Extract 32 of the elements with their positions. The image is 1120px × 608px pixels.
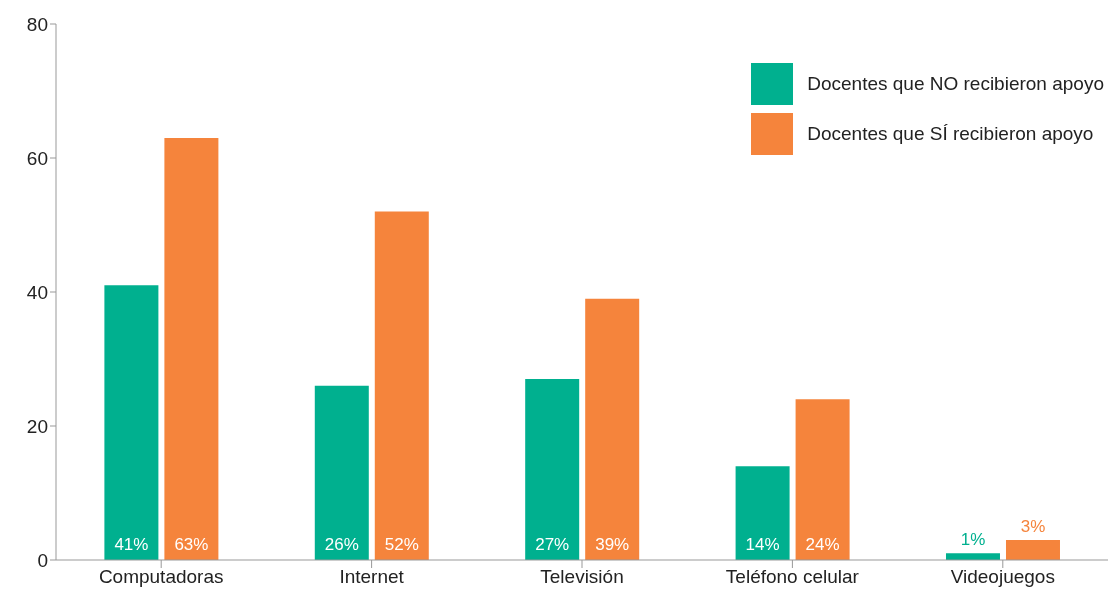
bar [735, 466, 790, 560]
data-label: 52% [384, 535, 419, 554]
bar [945, 553, 1000, 560]
x-tick-label: Teléfono celular [725, 566, 860, 588]
y-tick-label: 80 [26, 13, 48, 35]
legend-label: Docentes que NO recibieron apoyo [807, 73, 1104, 95]
x-tick-label: Videojuegos [950, 566, 1055, 588]
data-label: 1% [960, 530, 986, 550]
bar [585, 298, 640, 560]
legend-label: Docentes que SÍ recibieron apoyo [807, 123, 1094, 145]
bar [374, 211, 429, 560]
bar [1005, 539, 1060, 560]
bar [164, 137, 219, 560]
data-label: 41% [114, 535, 149, 554]
data-label: 39% [595, 535, 630, 554]
bar [795, 399, 850, 560]
y-tick-label: 20 [26, 415, 48, 437]
bar [314, 385, 369, 560]
bar [104, 285, 159, 560]
data-label: 14% [745, 535, 780, 554]
y-tick-label: 0 [37, 549, 48, 571]
data-label: 3% [1020, 516, 1046, 536]
data-label: 24% [805, 535, 840, 554]
data-label: 63% [174, 535, 209, 554]
x-tick-label: Televisión [540, 566, 624, 588]
y-tick-label: 40 [26, 281, 48, 303]
data-label: 26% [324, 535, 359, 554]
x-tick-label: Computadoras [98, 566, 224, 588]
data-label: 27% [535, 535, 570, 554]
y-tick-label: 60 [26, 147, 48, 169]
x-tick-label: Internet [339, 566, 405, 588]
bar [525, 379, 580, 560]
